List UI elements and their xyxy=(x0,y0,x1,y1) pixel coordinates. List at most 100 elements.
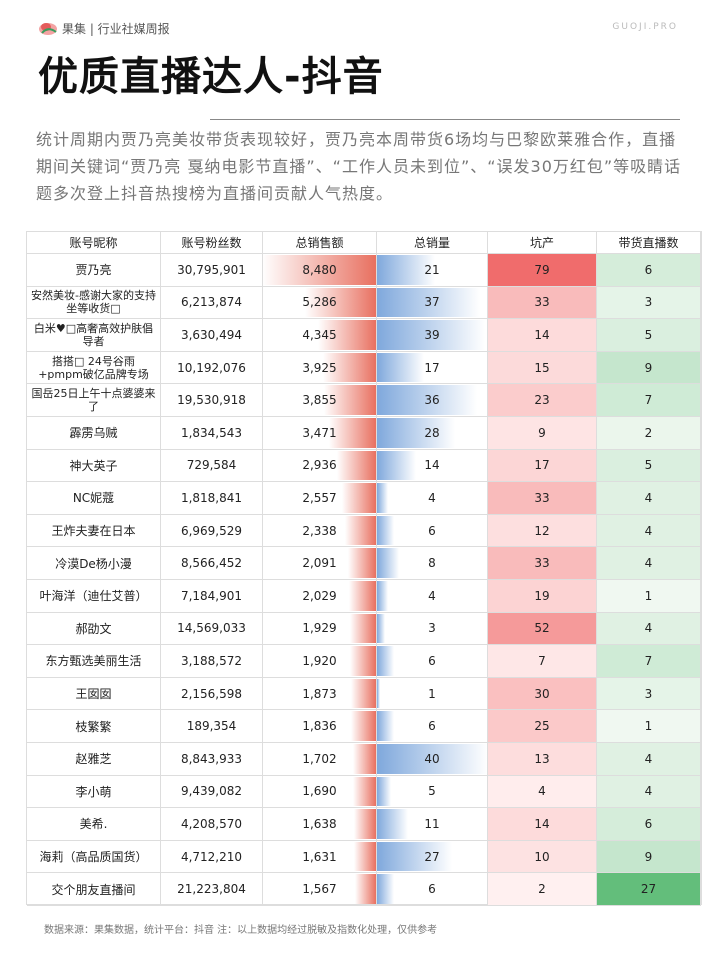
sales-bar xyxy=(353,744,376,774)
table-cell: 7 xyxy=(488,645,597,678)
table-cell: 安然美妆-感谢大家的支持坐等收货□ xyxy=(27,286,161,320)
table-cell: 11 xyxy=(377,808,488,841)
table-cell: 1,818,841 xyxy=(161,482,263,515)
volume-bar xyxy=(377,320,486,350)
cell-value: 2,029 xyxy=(302,588,337,603)
sales-bar xyxy=(350,613,376,644)
header-text: 账号粉丝数 xyxy=(181,236,242,250)
header-cell: 账号粉丝数 xyxy=(161,232,263,254)
table-cell: 5 xyxy=(597,449,701,483)
cell-value: 52 xyxy=(534,621,550,636)
cell-value: 79 xyxy=(534,262,550,277)
cell-value: 14 xyxy=(424,458,440,473)
table-cell: 5 xyxy=(597,319,701,352)
cell-value: 4,345 xyxy=(302,327,337,342)
table-cell: 王炸夫妻在日本 xyxy=(27,514,161,548)
table-cell: 2,557 xyxy=(263,482,377,515)
table-cell: 1,631 xyxy=(263,840,377,874)
account-name: 美希. xyxy=(79,817,108,832)
cell-value: 28 xyxy=(424,425,440,440)
cell-value: 33 xyxy=(534,295,550,310)
table-cell: 霹雳乌贼 xyxy=(27,417,161,450)
table-cell: 1,702 xyxy=(263,743,377,776)
table-cell: 1,836 xyxy=(263,710,377,743)
brand: 果集 | 行业社媒周报 xyxy=(62,22,170,36)
table-cell: 6,969,529 xyxy=(161,514,263,548)
table-cell: 30 xyxy=(488,677,597,711)
cell-value: 1,920 xyxy=(302,653,337,668)
volume-bar xyxy=(377,385,477,415)
table-cell: 37 xyxy=(377,286,488,320)
table-cell: 1,690 xyxy=(263,775,377,809)
table-cell: 5 xyxy=(377,775,488,809)
cell-value: 4 xyxy=(644,490,653,505)
table-cell: 赵雅芝 xyxy=(27,743,161,776)
table-cell: 王囡囡 xyxy=(27,677,161,711)
cell-value: 3 xyxy=(644,295,653,310)
cell-value: 6 xyxy=(428,523,436,538)
sales-bar xyxy=(354,841,376,872)
cell-value: 2,557 xyxy=(302,490,337,505)
cell-value: 7 xyxy=(538,653,546,668)
table-cell: 3,925 xyxy=(263,351,377,385)
volume-bar xyxy=(377,255,436,285)
cell-value: 8,843,933 xyxy=(180,751,243,766)
volume-bar xyxy=(377,874,394,904)
cell-value: 9 xyxy=(644,849,653,864)
cell-value: 1,929 xyxy=(302,621,337,636)
volume-bar xyxy=(377,678,380,709)
table-cell: 4,208,570 xyxy=(161,808,263,841)
cell-value: 3,855 xyxy=(302,393,337,408)
table-cell: 19 xyxy=(488,580,597,613)
account-name: NC妮蔻 xyxy=(72,491,115,506)
cell-value: 33 xyxy=(534,490,550,505)
cell-value: 6 xyxy=(644,816,653,831)
cell-value: 2,091 xyxy=(302,556,337,571)
cell-value: 5 xyxy=(428,784,436,799)
table-cell: 9 xyxy=(488,417,597,450)
table-cell: 3,630,494 xyxy=(161,319,263,352)
table-cell: 神大英子 xyxy=(27,449,161,483)
cell-value: 10 xyxy=(534,849,550,864)
account-name: 交个朋友直播间 xyxy=(51,882,136,897)
volume-bar xyxy=(377,613,386,644)
sales-bar xyxy=(353,809,376,839)
cell-value: 23 xyxy=(534,393,550,408)
table-cell: 8,566,452 xyxy=(161,547,263,580)
cell-value: 4 xyxy=(644,784,653,799)
sales-bar xyxy=(347,548,376,578)
volume-bar xyxy=(377,711,394,741)
table-cell: 729,584 xyxy=(161,449,263,483)
intro: 统计周期内贾乃亮美妆带货表现较好，贾乃亮本周带货6场均与巴黎欧莱雅合作，直播期间… xyxy=(36,130,682,203)
header-text: 带货直播数 xyxy=(618,236,679,250)
table-cell: 8,480 xyxy=(263,254,377,287)
table-cell: 14 xyxy=(488,319,597,352)
cell-value: 21 xyxy=(424,262,440,277)
table-cell: 郝劭文 xyxy=(27,612,161,646)
table-cell: 李小萌 xyxy=(27,775,161,809)
table-cell: 7 xyxy=(597,384,701,417)
cell-value: 27 xyxy=(640,882,657,897)
cell-value: 1 xyxy=(644,719,653,734)
header-text: 总销量 xyxy=(413,236,450,250)
table: 账号昵称 账号粉丝数 总销售额 总销量 坑产 带货直播数 贾乃亮 30,795,901 8,48… xyxy=(26,231,702,906)
table-cell: 10 xyxy=(488,840,597,874)
cell-value: 8,480 xyxy=(302,262,337,277)
table-cell: 叶海洋（迪仕艾普） xyxy=(27,580,161,613)
volume-bar xyxy=(377,841,452,872)
table-cell: 14,569,033 xyxy=(161,612,263,646)
cell-value: 4 xyxy=(428,490,436,505)
table-cell: 17 xyxy=(377,351,488,385)
cell-value: 729,584 xyxy=(186,458,237,473)
table-cell: 3 xyxy=(597,286,701,320)
header-cell: 总销售额 xyxy=(263,232,377,254)
table-cell: 1,920 xyxy=(263,645,377,678)
cell-value: 39 xyxy=(424,327,440,342)
cell-value: 1,834,543 xyxy=(180,425,243,440)
cell-value: 15 xyxy=(534,360,550,375)
table-cell: 6 xyxy=(597,254,701,287)
cell-value: 13 xyxy=(534,751,550,766)
table-cell: 4,345 xyxy=(263,319,377,352)
cell-value: 1,690 xyxy=(302,784,337,799)
volume-bar xyxy=(377,287,480,318)
